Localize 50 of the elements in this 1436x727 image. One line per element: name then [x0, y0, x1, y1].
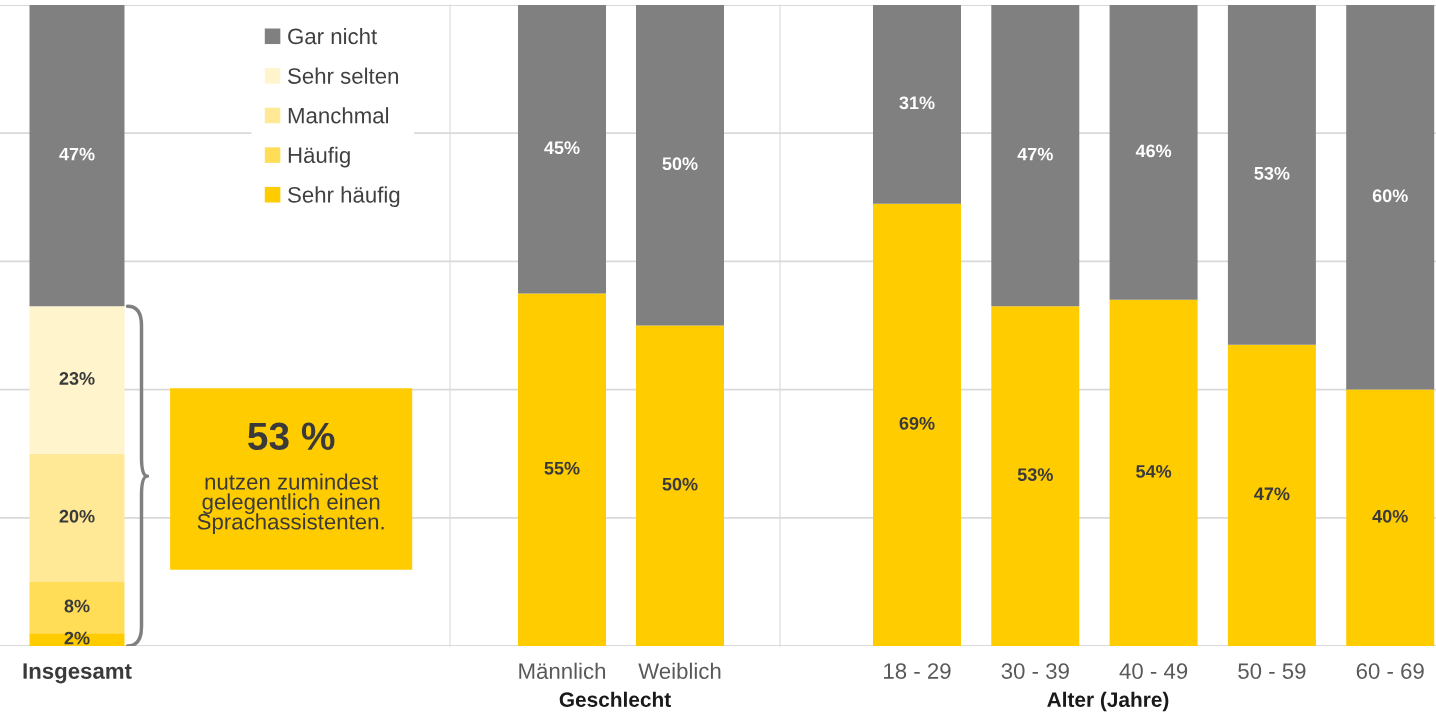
data-label: 31%: [899, 96, 935, 110]
x-axis-title: Geschlecht: [559, 691, 671, 708]
bar: [991, 306, 1080, 646]
data-label: 40%: [1372, 509, 1408, 523]
bar: [29, 633, 125, 646]
legend-label: Häufig: [288, 146, 350, 168]
legend-label: Manchmal: [288, 107, 389, 124]
data-label: 53%: [1254, 166, 1290, 180]
legend-label: Sehr häufig: [288, 186, 400, 208]
data-label: 8%: [64, 599, 90, 613]
data-label: 46%: [1135, 144, 1172, 158]
bar: [1346, 5, 1435, 390]
bar: [873, 203, 961, 646]
x-tick-label: 50 - 59: [1238, 663, 1306, 679]
legend-label: Sehr selten: [288, 67, 398, 84]
data-label: 45%: [544, 141, 580, 155]
data-label: 2%: [64, 631, 90, 645]
x-tick-label: Männlich: [519, 662, 606, 679]
bar: [29, 453, 125, 582]
data-label: 53%: [1017, 468, 1053, 482]
data-label: 50%: [662, 477, 698, 491]
x-tick-label: 18 - 29: [884, 663, 951, 679]
x-tick-label: 30 - 39: [1001, 663, 1069, 679]
x-tick-label: Weiblich: [638, 662, 721, 679]
data-label: 20%: [59, 509, 95, 523]
data-label: 47%: [59, 147, 95, 161]
bar: [873, 5, 961, 204]
data-label: 23%: [59, 372, 95, 385]
text: 53 %: [248, 422, 335, 451]
x-tick-label: 40 - 49: [1119, 663, 1188, 679]
data-label: 47%: [1017, 147, 1053, 161]
data-label: 54%: [1136, 465, 1172, 478]
bar: [1346, 389, 1435, 646]
data-label: 60%: [1372, 189, 1408, 203]
bar: [29, 5, 125, 307]
data-label: 50%: [662, 157, 698, 171]
x-tick-label: 60 - 69: [1356, 663, 1424, 679]
bar: [1227, 5, 1316, 345]
bar: [991, 5, 1080, 307]
bar: [1109, 299, 1198, 646]
text: nutzen zumindest gelegentlich einen Sprachassistenten.: [197, 473, 384, 534]
data-label: 55%: [544, 461, 580, 475]
x-axis-title: Alter (Jahre): [1047, 691, 1169, 712]
data-label: 47%: [1254, 487, 1290, 501]
bar: [1227, 344, 1316, 646]
bar: [29, 306, 125, 454]
x-tick-label: Insgesamt: [23, 663, 132, 684]
bar: [1109, 5, 1198, 300]
legend-label: Gar nicht: [288, 27, 378, 45]
data-label: 69%: [899, 416, 935, 430]
